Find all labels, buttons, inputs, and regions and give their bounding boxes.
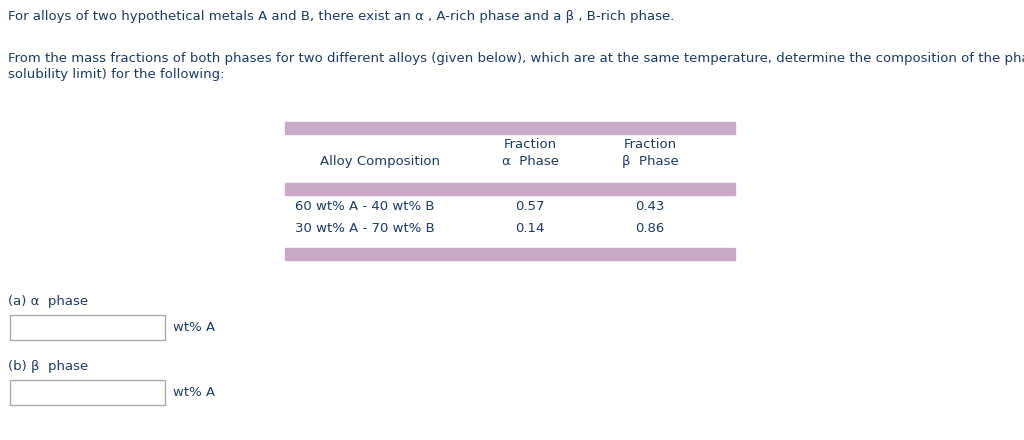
Text: α  Phase: α Phase [502,155,558,168]
Bar [10,315,165,340]
Text: wt% A: wt% A [173,386,215,399]
Text: solubility limit) for the following:: solubility limit) for the following: [8,68,224,81]
Text: 60 wt% A - 40 wt% B: 60 wt% A - 40 wt% B [295,200,434,213]
Text: β  Phase: β Phase [622,155,678,168]
Text: 0.57: 0.57 [515,200,545,213]
Text: Alloy Composition: Alloy Composition [319,155,440,168]
Text: Fraction: Fraction [624,138,677,151]
Text: 0.43: 0.43 [635,200,665,213]
Text: 0.86: 0.86 [635,222,665,235]
Bar [10,380,165,405]
Text: (b) β  phase: (b) β phase [8,360,88,373]
Text: 30 wt% A - 70 wt% B: 30 wt% A - 70 wt% B [295,222,435,235]
Text: 0.14: 0.14 [515,222,545,235]
Text: For alloys of two hypothetical metals A and B, there exist an α , A-rich phase a: For alloys of two hypothetical metals A … [8,10,675,23]
Text: Fraction: Fraction [504,138,557,151]
Text: From the mass fractions of both phases for two different alloys (given below), w: From the mass fractions of both phases f… [8,52,1024,65]
Text: wt% A: wt% A [173,321,215,334]
Bar [285,248,735,260]
Bar [285,122,735,134]
Text: (a) α  phase: (a) α phase [8,295,88,308]
Bar [285,183,735,195]
